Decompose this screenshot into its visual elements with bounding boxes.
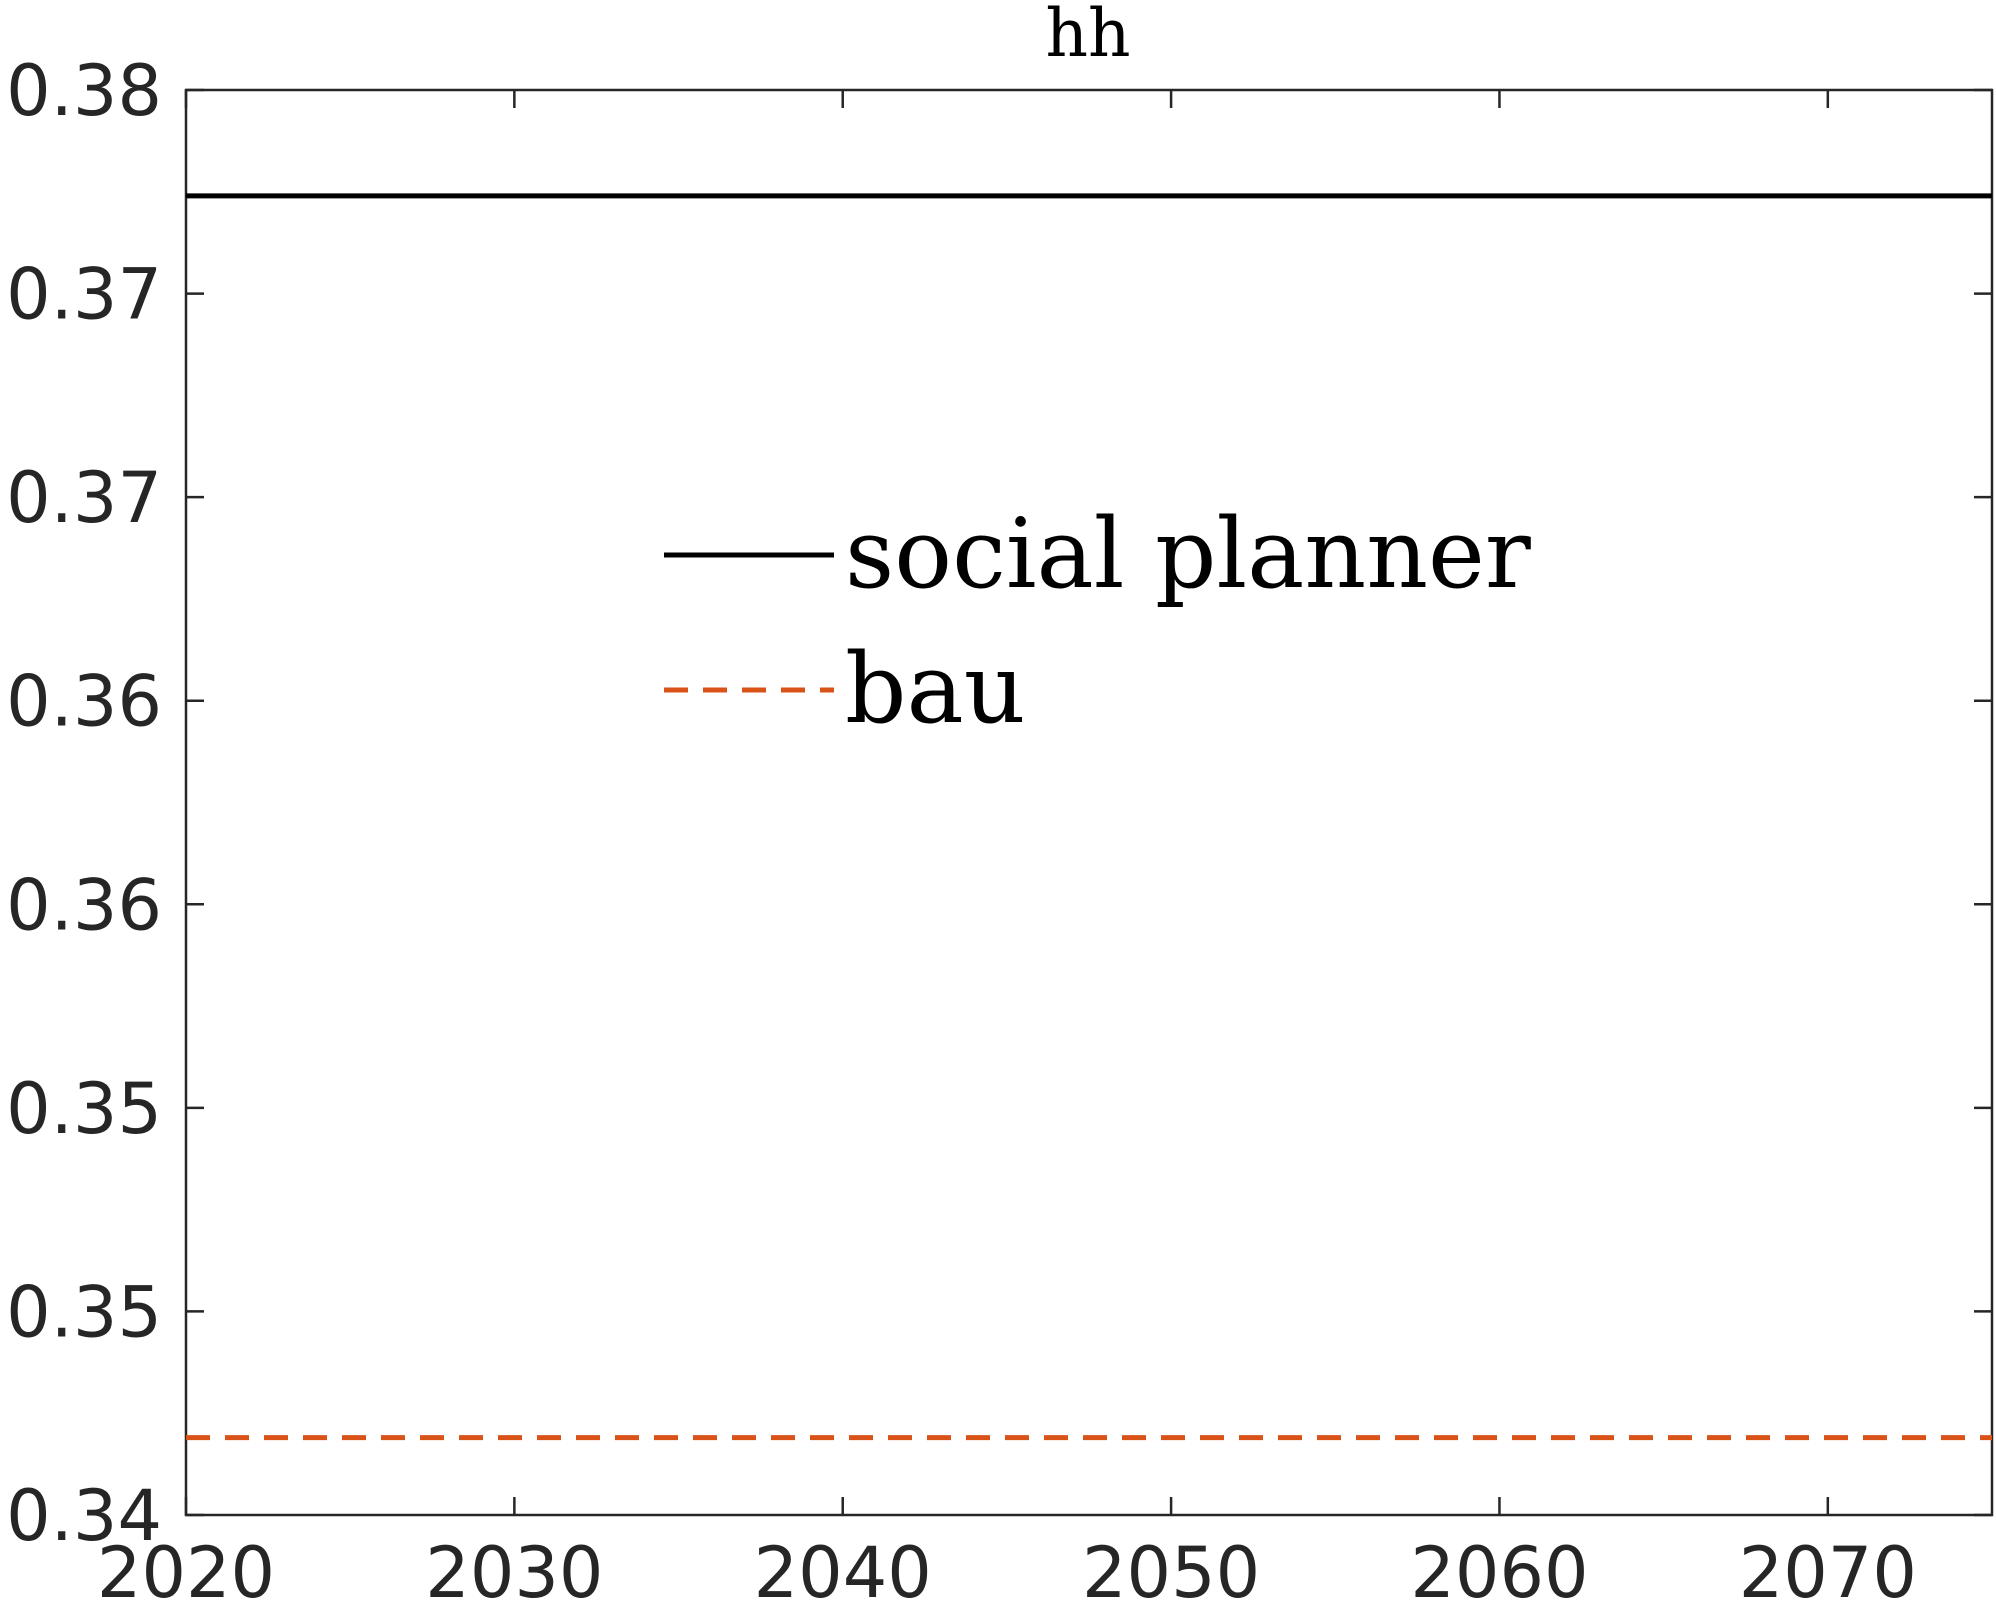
y-tick-label: 0.36	[6, 661, 162, 743]
x-tick-label: 2030	[425, 1532, 603, 1613]
y-tick-label: 0.34	[6, 1475, 162, 1557]
y-tick-label: 0.35	[6, 1068, 162, 1150]
plot-area	[184, 88, 1994, 1517]
legend-label: social planner	[845, 498, 1531, 610]
x-tick-label: 2050	[1082, 1532, 1260, 1613]
legend-label: bau	[845, 633, 1026, 745]
legend: social planner bau	[664, 498, 1531, 745]
y-tick-label: 0.37	[6, 254, 162, 336]
y-tick-label: 0.36	[6, 864, 162, 946]
y-axis: 0.34 0.35 0.35 0.36 0.36 0.37 0.37 0.38	[6, 50, 1992, 1557]
chart-title: hh	[1045, 0, 1130, 72]
x-tick-label: 2070	[1739, 1532, 1917, 1613]
y-tick-label: 0.38	[6, 50, 162, 132]
y-tick-label: 0.35	[6, 1271, 162, 1353]
x-tick-label: 2040	[754, 1532, 932, 1613]
y-tick-label: 0.37	[6, 457, 162, 539]
x-tick-label: 2020	[97, 1532, 275, 1613]
x-axis: 2020 2030 2040 2050 2060 2070	[97, 90, 1917, 1613]
plot-frame	[184, 88, 1994, 1517]
x-tick-label: 2060	[1410, 1532, 1588, 1613]
series-layer	[186, 193, 1992, 1441]
